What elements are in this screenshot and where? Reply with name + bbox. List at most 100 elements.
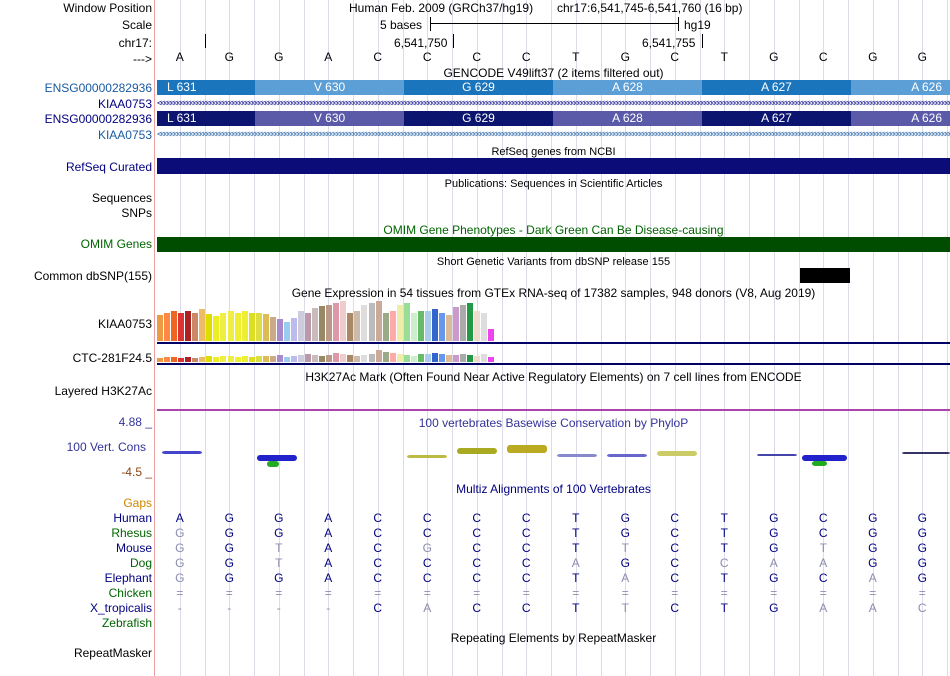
- gtex-tissue-bar[interactable]: [192, 313, 199, 341]
- species-label[interactable]: X_tropicalis: [89, 601, 152, 615]
- repeatmasker-title[interactable]: Repeating Elements by RepeatMasker: [450, 631, 657, 645]
- codon-cell[interactable]: A 628: [553, 80, 702, 95]
- gtex-tissue-bar[interactable]: [319, 306, 326, 341]
- gtex-tissue-bar[interactable]: [276, 319, 283, 341]
- gtex-tissue-bar[interactable]: [255, 313, 262, 341]
- gtex-tissue-bar[interactable]: [269, 356, 276, 362]
- gtex-tissue-bar[interactable]: [171, 311, 178, 341]
- gtex-tissue-bar[interactable]: [290, 318, 297, 341]
- conservation-plot[interactable]: [157, 440, 950, 474]
- gtex-tissue-bar[interactable]: [164, 357, 171, 362]
- gtex-tissue-bar[interactable]: [199, 357, 206, 362]
- gtex-tissue-bar[interactable]: [354, 356, 361, 362]
- codon-cell[interactable]: L 631: [157, 111, 255, 126]
- gtex-tissue-bar[interactable]: [319, 356, 326, 362]
- repeatmasker-label[interactable]: RepeatMasker: [73, 646, 152, 660]
- gtex-tissue-bar[interactable]: [396, 354, 403, 362]
- gtex-tissue-bar[interactable]: [354, 311, 361, 341]
- gtex-tissue-bar[interactable]: [199, 309, 206, 341]
- conservation-label[interactable]: 100 Vert. Cons: [66, 440, 146, 454]
- gtex-tissue-bar[interactable]: [375, 301, 382, 341]
- gtex-tissue-bar[interactable]: [269, 317, 276, 341]
- gtex-tissue-bar[interactable]: [220, 313, 227, 341]
- gtex-tissue-bar[interactable]: [382, 313, 389, 341]
- gtex-tissue-bar[interactable]: [481, 354, 488, 362]
- dbsnp-label[interactable]: Common dbSNP(155): [33, 269, 152, 283]
- conservation-title[interactable]: 100 vertebrates Basewise Conservation by…: [418, 416, 689, 430]
- gtex-tissue-bar[interactable]: [474, 311, 481, 341]
- species-label[interactable]: Mouse: [115, 541, 152, 555]
- gtex-tissue-bar[interactable]: [298, 355, 304, 362]
- refseq-gene-bar[interactable]: [157, 158, 950, 174]
- gtex-tissue-bar[interactable]: [467, 303, 474, 341]
- gtex-tissue-bar[interactable]: [368, 354, 375, 362]
- gtex-tissue-bar[interactable]: [262, 356, 269, 362]
- gtex-tissue-bar[interactable]: [234, 313, 241, 341]
- codon-cell[interactable]: A 626: [851, 111, 950, 126]
- gtex-tissue-bar[interactable]: [326, 355, 333, 362]
- gtex-tissue-bar[interactable]: [453, 355, 460, 362]
- gtex-tissue-bar[interactable]: [375, 350, 382, 362]
- gtex-gene-1-label[interactable]: KIAA0753: [97, 317, 152, 331]
- gtex-tissue-bar[interactable]: [248, 357, 255, 362]
- gencode-gene-name-1[interactable]: KIAA0753: [97, 97, 152, 111]
- gtex-tissue-bar[interactable]: [171, 357, 178, 362]
- species-label[interactable]: Dog: [129, 556, 152, 570]
- gtex-tissue-bar[interactable]: [340, 354, 347, 362]
- gtex-tissue-bar[interactable]: [213, 357, 220, 362]
- species-label[interactable]: Zebrafish: [101, 616, 152, 630]
- gtex-tissue-bar[interactable]: [283, 322, 290, 341]
- gtex-tissue-bar[interactable]: [396, 305, 403, 341]
- gtex-tissue-bar[interactable]: [460, 354, 467, 362]
- codon-cell[interactable]: V 630: [255, 111, 404, 126]
- publications-snps-label[interactable]: SNPs: [121, 206, 152, 220]
- codon-cell[interactable]: G 629: [404, 111, 553, 126]
- gtex-tissue-bar[interactable]: [227, 311, 234, 341]
- gtex-tissue-bar[interactable]: [157, 315, 163, 341]
- gtex-tissue-bar[interactable]: [474, 356, 481, 362]
- omim-title[interactable]: OMIM Gene Phenotypes - Dark Green Can Be…: [383, 223, 724, 237]
- h3k27ac-title[interactable]: H3K27Ac Mark (Often Found Near Active Re…: [305, 370, 802, 384]
- publications-sequences-label[interactable]: Sequences: [91, 191, 152, 205]
- gtex-tissue-bar[interactable]: [446, 315, 453, 341]
- gtex-tissue-bar[interactable]: [361, 355, 368, 362]
- codon-cell[interactable]: V 630: [255, 80, 404, 95]
- gtex-tissue-bar[interactable]: [157, 358, 163, 362]
- gtex-tissue-bar[interactable]: [290, 356, 297, 362]
- gtex-tissue-bar[interactable]: [185, 311, 192, 341]
- gtex-tissue-bar[interactable]: [389, 353, 396, 362]
- gtex-tissue-bar[interactable]: [340, 301, 347, 341]
- gtex-tissue-bar[interactable]: [417, 354, 424, 362]
- gtex-tissue-bar[interactable]: [460, 305, 467, 341]
- gtex-tissue-bar[interactable]: [467, 355, 474, 362]
- gtex-tissue-bar[interactable]: [220, 356, 227, 362]
- gtex-tissue-bar[interactable]: [206, 314, 213, 341]
- gtex-tissue-bar[interactable]: [347, 313, 354, 341]
- gtex-tissue-bar[interactable]: [424, 311, 431, 341]
- gtex-tissue-bar[interactable]: [164, 313, 171, 341]
- refseq-label[interactable]: RefSeq Curated: [65, 160, 152, 174]
- dbsnp-variant[interactable]: [800, 268, 850, 283]
- gtex-tissue-bar[interactable]: [333, 353, 340, 362]
- gtex-tissue-bar[interactable]: [213, 316, 220, 341]
- gencode-gene-id-1[interactable]: ENSG00000282936: [44, 81, 152, 95]
- gtex-tissue-bar[interactable]: [453, 307, 460, 341]
- gencode-gene-id-2[interactable]: ENSG00000282936: [44, 112, 152, 126]
- gtex-tissue-bar[interactable]: [347, 355, 354, 362]
- omim-gene-bar[interactable]: [157, 237, 950, 252]
- gtex-tissue-bar[interactable]: [439, 354, 445, 362]
- gtex-tissue-bar[interactable]: [481, 313, 488, 341]
- species-label[interactable]: Rhesus: [111, 526, 152, 540]
- codon-cell[interactable]: A 627: [702, 111, 851, 126]
- gtex-tissue-bar[interactable]: [389, 311, 396, 341]
- gtex-tissue-bar[interactable]: [206, 356, 213, 362]
- gtex-tissue-bar[interactable]: [431, 309, 438, 341]
- gtex-tissue-bar[interactable]: [488, 357, 495, 362]
- multiz-title[interactable]: Multiz Alignments of 100 Vertebrates: [456, 482, 651, 496]
- gtex-tissue-bar[interactable]: [283, 357, 290, 362]
- gtex-tissue-bar[interactable]: [312, 355, 319, 362]
- gencode-title[interactable]: GENCODE V49lift37 (2 items filtered out): [443, 66, 664, 80]
- codon-cell[interactable]: L 631: [157, 80, 255, 95]
- gtex-tissue-bar[interactable]: [424, 354, 431, 362]
- codon-cell[interactable]: A 626: [851, 80, 950, 95]
